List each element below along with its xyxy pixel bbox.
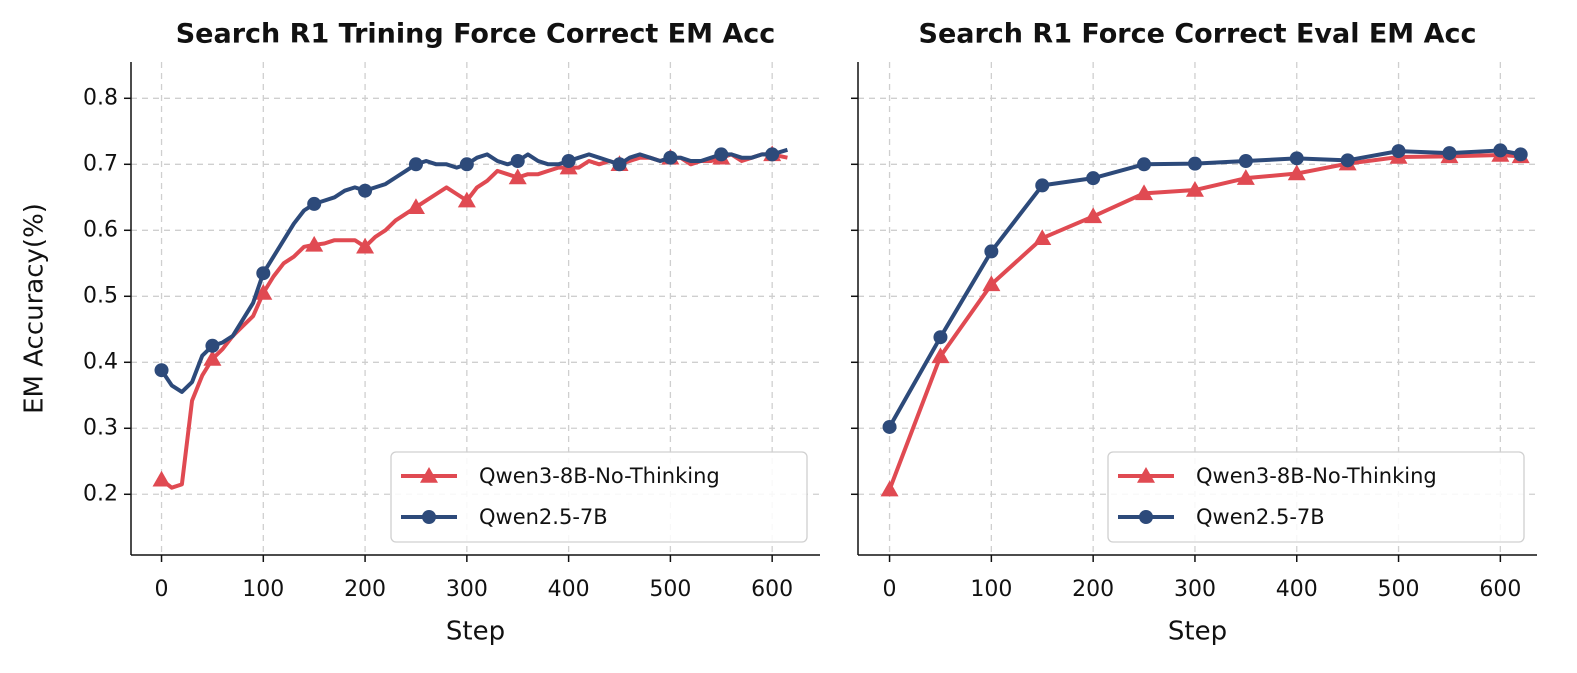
legend-label: Qwen2.5-7B bbox=[1196, 505, 1325, 529]
x-tick-label: 0 bbox=[883, 577, 897, 602]
marker bbox=[1287, 164, 1306, 181]
marker bbox=[305, 235, 324, 252]
legend-label: Qwen2.5-7B bbox=[479, 505, 608, 529]
y-tick-label: 0.2 bbox=[83, 481, 118, 506]
x-tick-label: 100 bbox=[970, 577, 1012, 602]
marker bbox=[1033, 229, 1052, 245]
marker bbox=[256, 266, 271, 281]
marker bbox=[1086, 171, 1101, 186]
x-tick-label: 400 bbox=[548, 577, 590, 602]
marker bbox=[612, 157, 627, 172]
y-tick-label: 0.6 bbox=[83, 217, 118, 242]
x-tick-label: 200 bbox=[344, 577, 386, 602]
x-tick-label: 500 bbox=[1378, 577, 1420, 602]
marker bbox=[931, 347, 950, 364]
marker bbox=[1238, 153, 1253, 168]
x-tick-label: 600 bbox=[1479, 577, 1521, 602]
legend-label: Qwen3-8B-No-Thinking bbox=[479, 464, 720, 488]
marker bbox=[152, 470, 171, 487]
marker bbox=[1289, 151, 1304, 166]
marker bbox=[882, 419, 897, 434]
marker bbox=[1185, 181, 1204, 197]
marker bbox=[508, 168, 527, 185]
chart-title: Search R1 Trining Force Correct EM Acc bbox=[176, 19, 776, 50]
marker bbox=[1139, 510, 1153, 524]
marker bbox=[880, 480, 899, 497]
marker bbox=[1391, 144, 1406, 159]
series-line bbox=[887, 153, 1521, 491]
y-tick-label: 0.8 bbox=[83, 85, 118, 110]
marker bbox=[1137, 157, 1152, 172]
marker bbox=[459, 157, 474, 172]
marker bbox=[663, 150, 678, 165]
series-line bbox=[887, 148, 1522, 428]
marker bbox=[203, 349, 222, 366]
marker bbox=[510, 153, 525, 168]
marker bbox=[1187, 156, 1202, 171]
marker bbox=[420, 467, 438, 483]
y-tick-label: 0.7 bbox=[83, 151, 118, 176]
marker bbox=[406, 198, 425, 214]
legend-box bbox=[1107, 451, 1525, 543]
x-tick-label: 100 bbox=[242, 577, 284, 602]
marker bbox=[422, 510, 436, 524]
legend-box bbox=[390, 451, 808, 543]
x-tick-label: 600 bbox=[751, 577, 793, 602]
x-tick-label: 0 bbox=[155, 577, 169, 602]
marker bbox=[1513, 147, 1528, 162]
marker bbox=[984, 244, 999, 259]
marker bbox=[205, 338, 220, 353]
marker bbox=[1340, 153, 1355, 168]
y-tick-label: 0.5 bbox=[83, 283, 118, 308]
marker bbox=[714, 147, 729, 162]
marker bbox=[154, 363, 169, 378]
series-line bbox=[160, 152, 788, 490]
marker bbox=[1236, 169, 1255, 185]
marker bbox=[307, 196, 322, 211]
x-axis-label: Step bbox=[446, 617, 505, 647]
x-tick-label: 300 bbox=[1174, 577, 1216, 602]
x-tick-label: 200 bbox=[1072, 577, 1114, 602]
y-axis-label: EM Accuracy(%) bbox=[20, 203, 50, 414]
marker bbox=[457, 191, 476, 208]
marker bbox=[1493, 143, 1508, 158]
y-tick-label: 0.4 bbox=[83, 349, 118, 374]
marker bbox=[1135, 184, 1154, 201]
x-tick-label: 300 bbox=[446, 577, 488, 602]
marker bbox=[1442, 146, 1457, 161]
marker bbox=[254, 283, 273, 300]
marker bbox=[1137, 467, 1155, 483]
marker bbox=[408, 157, 423, 172]
marker bbox=[1084, 207, 1103, 224]
marker bbox=[358, 183, 373, 198]
marker bbox=[356, 237, 375, 254]
x-tick-label: 500 bbox=[649, 577, 691, 602]
marker bbox=[933, 330, 948, 345]
marker bbox=[982, 275, 1001, 292]
x-tick-label: 400 bbox=[1276, 577, 1318, 602]
marker bbox=[1035, 178, 1050, 193]
marker bbox=[561, 153, 576, 168]
marker bbox=[765, 147, 780, 162]
x-axis-label: Step bbox=[1168, 617, 1227, 647]
series-line bbox=[159, 147, 789, 394]
y-tick-label: 0.3 bbox=[83, 415, 118, 440]
chart-title: Search R1 Force Correct Eval EM Acc bbox=[919, 19, 1477, 50]
legend-label: Qwen3-8B-No-Thinking bbox=[1196, 464, 1437, 488]
